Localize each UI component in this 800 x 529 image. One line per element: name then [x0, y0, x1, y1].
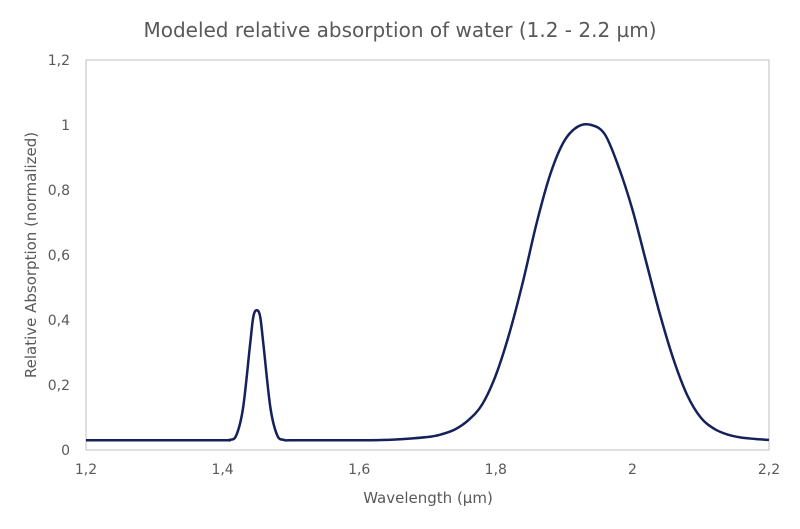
x-tick-label: 2,2 — [758, 462, 780, 478]
y-tick-labels: 0 0,2 0,4 0,6 0,8 1 1,2 — [48, 53, 70, 459]
series-line — [86, 122, 770, 442]
x-tick-labels: 1,2 1,4 1,6 1,8 2 2,2 — [75, 462, 780, 478]
chart-title: Modeled relative absorption of water (1.… — [143, 18, 656, 42]
x-tick-label: 1,8 — [485, 462, 507, 478]
y-tick-label: 0 — [61, 443, 70, 459]
y-axis-label: Relative Absorption (normalized) — [22, 132, 40, 378]
x-axis-label: Wavelength (µm) — [363, 489, 493, 507]
y-tick-label: 1 — [61, 118, 70, 134]
plot-area-border — [85, 59, 770, 451]
x-tick-label: 1,6 — [348, 462, 370, 478]
x-tick-label: 1,4 — [211, 462, 233, 478]
x-tick-label: 2 — [628, 462, 637, 478]
x-tick-label: 1,2 — [75, 462, 97, 478]
y-tick-label: 0,2 — [48, 378, 70, 394]
y-tick-label: 1,2 — [48, 53, 70, 69]
y-tick-label: 0,4 — [48, 313, 70, 329]
axes — [85, 59, 770, 451]
y-tick-label: 0,8 — [48, 183, 70, 199]
y-tick-label: 0,6 — [48, 248, 70, 264]
